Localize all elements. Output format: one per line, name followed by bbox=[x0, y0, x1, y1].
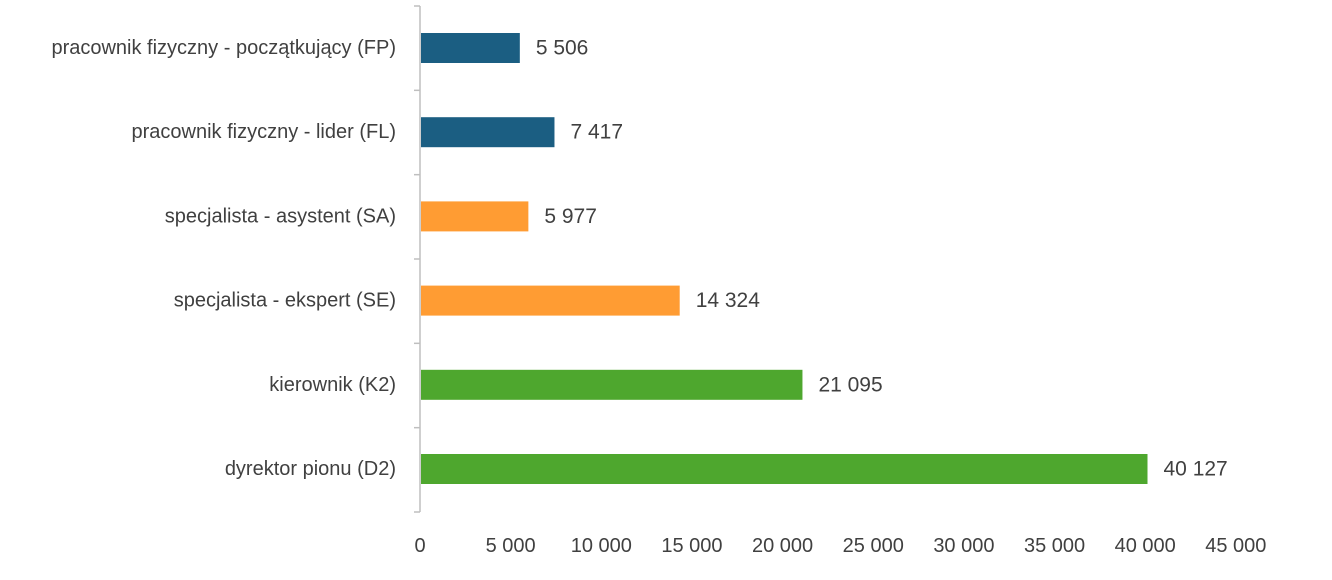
category-label: specjalista - ekspert (SE) bbox=[174, 290, 396, 312]
x-tick-label: 25 000 bbox=[843, 535, 904, 557]
data-label: 5 977 bbox=[544, 205, 597, 228]
data-label: 14 324 bbox=[696, 289, 761, 312]
bar bbox=[421, 201, 529, 232]
category-label: dyrektor pionu (D2) bbox=[225, 458, 396, 480]
category-label: pracownik fizyczny - początkujący (FP) bbox=[51, 37, 396, 59]
data-label: 5 506 bbox=[536, 37, 589, 60]
category-label: pracownik fizyczny - lider (FL) bbox=[131, 121, 396, 143]
x-tick-label: 5 000 bbox=[486, 535, 536, 557]
x-tick-label: 20 000 bbox=[752, 535, 813, 557]
bar bbox=[421, 454, 1148, 484]
category-labels: pracownik fizyczny - początkujący (FP) pr… bbox=[51, 37, 396, 480]
bar bbox=[421, 285, 680, 316]
category-label: specjalista - asystent (SA) bbox=[165, 205, 396, 227]
data-label: 7 417 bbox=[570, 121, 623, 144]
data-labels: 5 506 7 417 5 977 14 324 21 095 40 127 bbox=[536, 37, 1228, 481]
x-tick-label: 35 000 bbox=[1024, 535, 1085, 557]
bars-group bbox=[421, 33, 1148, 484]
x-tick-label: 45 000 bbox=[1205, 535, 1266, 557]
bar bbox=[421, 33, 520, 63]
bar bbox=[421, 117, 555, 148]
data-label: 40 127 bbox=[1164, 458, 1228, 481]
x-tick-label: 30 000 bbox=[933, 535, 994, 557]
x-tick-label: 0 bbox=[414, 535, 425, 557]
y-axis-ticks bbox=[414, 5, 420, 513]
category-label: kierownik (K2) bbox=[269, 374, 396, 396]
data-label: 21 095 bbox=[818, 373, 882, 396]
x-tick-label: 15 000 bbox=[661, 535, 722, 557]
x-tick-label: 10 000 bbox=[571, 535, 632, 557]
bar bbox=[421, 369, 803, 400]
x-tick-label: 40 000 bbox=[1115, 535, 1176, 557]
x-axis-tick-labels: 0 5 000 10 000 15 000 20 000 25 000 30 000 35 0… bbox=[414, 535, 1266, 557]
